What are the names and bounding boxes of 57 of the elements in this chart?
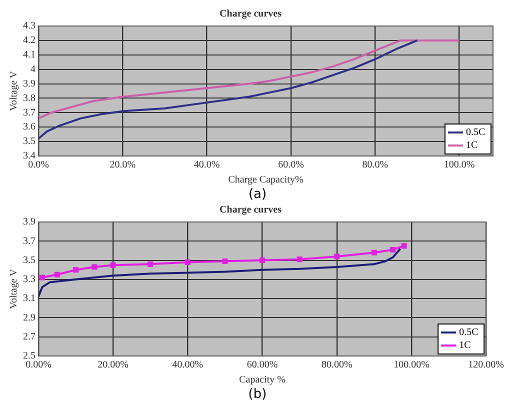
- y-tick-label: 3.9: [23, 78, 36, 90]
- x-tick-label: 60.00%: [246, 360, 278, 371]
- point: [92, 264, 98, 270]
- x-tick-label: 20.0%: [110, 160, 136, 171]
- point: [54, 272, 60, 278]
- point: [222, 258, 228, 264]
- y-tick-label: 2.5: [23, 350, 36, 362]
- y-tick-label: 3.4: [23, 150, 36, 162]
- y-tick-label: 3.5: [23, 136, 36, 148]
- legend-label: 0.5C: [459, 327, 479, 338]
- y-tick-label: 3.8: [23, 92, 36, 104]
- legend-label: 0.5C: [466, 127, 486, 138]
- x-tick-label: 120.00%: [468, 360, 504, 371]
- point: [260, 258, 266, 264]
- y-tick-label: 3.7: [23, 107, 36, 118]
- y-axis-title: Voltage V: [8, 268, 20, 309]
- y-tick-label: 4.1: [23, 50, 36, 61]
- text: (a): [247, 186, 268, 204]
- point: [371, 250, 377, 256]
- legend-label: 1C: [459, 340, 472, 352]
- x-axis-title: Charge Capacity%: [228, 174, 304, 186]
- y-tick-label: 2.7: [23, 331, 36, 342]
- point: [334, 254, 340, 260]
- chart-title: Charge curves: [220, 204, 282, 216]
- x-tick-label: 0.00%: [26, 360, 52, 371]
- y-tick-label: 3.5: [23, 254, 36, 266]
- chart-title: Charge curves: [220, 8, 282, 20]
- point: [73, 267, 79, 273]
- y-tick-label: 3.3: [23, 274, 36, 286]
- y-tick-label: 4.3: [23, 20, 36, 32]
- x-tick-label: 60.0%: [278, 160, 304, 171]
- legend-label: 1C: [466, 140, 478, 152]
- y-tick-label: 3.7: [23, 236, 36, 247]
- text: (b): [247, 386, 268, 404]
- x-tick-label: 40.0%: [194, 160, 220, 171]
- point: [184, 259, 190, 265]
- point: [39, 274, 45, 280]
- point: [390, 246, 396, 253]
- point: [148, 261, 154, 267]
- point: [296, 256, 302, 262]
- y-tick-label: 3.9: [23, 216, 36, 228]
- x-tick-label: 0.0%: [28, 160, 49, 171]
- y-tick-label: 4.2: [23, 35, 36, 46]
- x-tick-label: 100.0%: [444, 160, 475, 171]
- point: [401, 243, 407, 249]
- y-tick-label: 3.6: [23, 122, 36, 133]
- x-tick-label: 80.00%: [321, 360, 352, 371]
- y-tick-label: 3.1: [23, 293, 36, 304]
- x-tick-label: 20.00%: [98, 360, 129, 371]
- x-tick-label: 100.00%: [394, 360, 430, 371]
- x-axis-title: Capacity %: [239, 374, 286, 386]
- point: [110, 262, 116, 268]
- y-tick-label: 4: [30, 64, 36, 75]
- x-tick-label: 40.00%: [172, 360, 204, 371]
- x-tick-label: 80.0%: [362, 160, 388, 171]
- y-tick-label: 2.9: [23, 312, 36, 324]
- y-axis-title: Voltage V: [8, 70, 20, 111]
